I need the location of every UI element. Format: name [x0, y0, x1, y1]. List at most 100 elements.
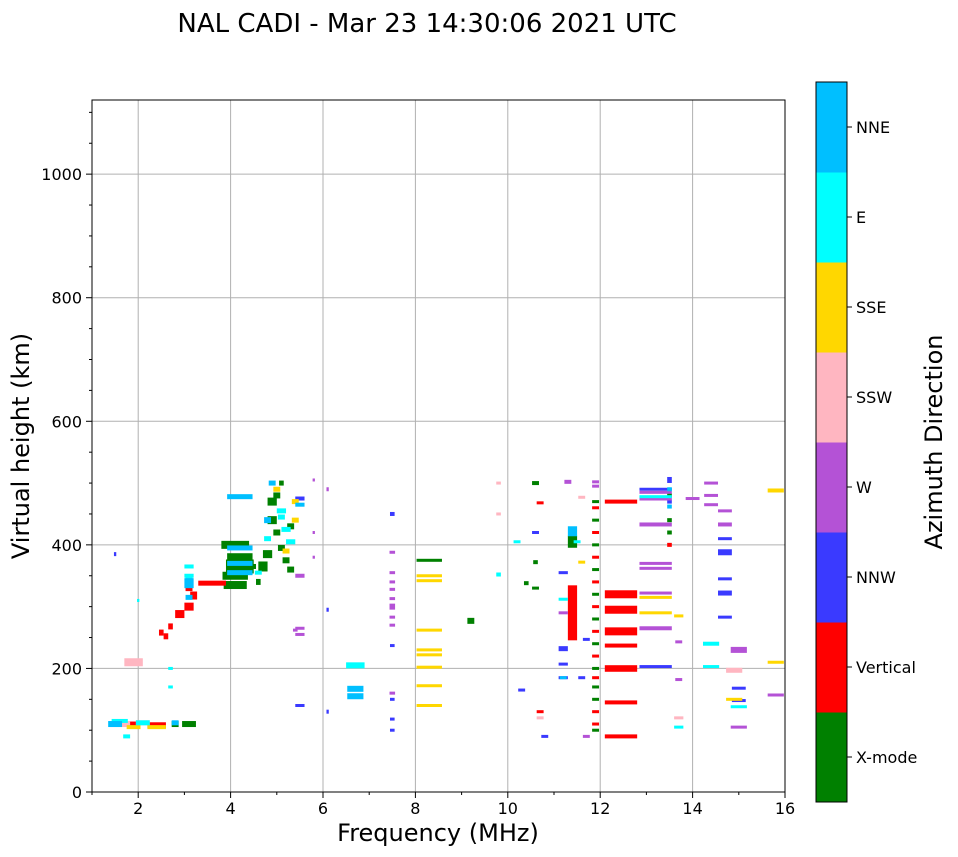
data-point-x-mode — [267, 516, 277, 525]
data-point-x-mode — [223, 581, 247, 590]
data-point-w — [767, 693, 784, 697]
y-tick-label: 0 — [72, 783, 82, 802]
data-point-nne — [268, 480, 276, 486]
data-point-sse — [126, 725, 141, 730]
data-point-w — [389, 691, 396, 695]
data-point-sse — [291, 499, 299, 505]
data-point-sse — [416, 704, 442, 707]
data-point-w — [592, 484, 600, 488]
y-axis-label: Virtual height (km) — [7, 333, 35, 559]
data-point-sse — [674, 614, 684, 618]
data-point-w — [389, 623, 396, 627]
data-point-nne — [667, 504, 672, 509]
data-point-e — [276, 508, 287, 514]
colorbar-tick-label: E — [856, 208, 866, 227]
data-point-w — [312, 555, 315, 559]
data-point-w — [312, 531, 315, 534]
data-point-w — [704, 503, 719, 507]
data-point-x-mode — [523, 581, 529, 586]
data-marks — [108, 476, 784, 739]
data-point-vertical — [592, 654, 600, 658]
data-point-w — [292, 628, 298, 632]
data-point-w — [592, 480, 600, 484]
data-point-w — [639, 561, 672, 565]
data-point-e — [702, 665, 720, 669]
data-point-x-mode — [592, 518, 600, 522]
data-point-e — [730, 705, 747, 709]
data-point-vertical — [592, 580, 600, 584]
data-point-nnw — [113, 552, 117, 557]
data-point-e — [254, 570, 262, 575]
x-tick-label: 14 — [682, 799, 702, 818]
data-point-vertical — [592, 555, 600, 559]
data-point-w — [558, 611, 568, 615]
data-point-x-mode — [256, 578, 261, 585]
colorbar-swatch-e — [816, 172, 847, 263]
data-point-vertical — [604, 665, 638, 670]
data-point-w — [685, 497, 700, 501]
x-tick-label: 12 — [590, 799, 610, 818]
data-point-e — [286, 539, 296, 545]
data-point-ssw — [124, 658, 143, 667]
data-point-vertical — [604, 590, 638, 599]
data-point-sse — [273, 486, 281, 492]
data-point-x-mode — [592, 617, 600, 621]
data-point-ssw — [726, 667, 743, 673]
x-tick-label: 2 — [133, 799, 143, 818]
data-point-vertical — [190, 591, 198, 600]
data-point-sse — [416, 684, 442, 688]
data-point-nne — [108, 721, 123, 728]
data-point-e — [123, 734, 131, 739]
colorbar-swatch-vertical — [816, 622, 847, 713]
data-point-w — [639, 490, 672, 494]
data-point-sse — [416, 628, 442, 632]
data-point-e — [168, 666, 173, 670]
data-point-w — [639, 496, 672, 501]
data-point-nne — [295, 502, 305, 507]
data-point-nnw — [389, 644, 395, 648]
data-point-ssw — [578, 495, 586, 499]
x-tick-label: 16 — [775, 799, 795, 818]
data-point-nnw — [718, 537, 732, 541]
colorbar-tick-label: NNW — [856, 568, 896, 587]
data-point-nne — [667, 487, 672, 492]
data-point-e — [513, 540, 521, 544]
y-tick-label: 800 — [51, 289, 82, 308]
data-point-nne — [227, 545, 253, 551]
colorbar-tick-label: SSE — [856, 298, 886, 317]
data-point-w — [639, 626, 672, 631]
colorbar-swatch-x-mode — [816, 712, 847, 803]
data-point-w — [730, 725, 747, 729]
data-point-w — [326, 487, 329, 492]
data-point-nnw — [326, 709, 329, 714]
y-axis: 0 200 400 600 800 1000 — [41, 111, 92, 802]
x-tick-label: 4 — [226, 799, 236, 818]
data-point-sse — [291, 517, 299, 523]
data-point-nnw — [582, 637, 590, 641]
x-tick-label: 6 — [318, 799, 328, 818]
data-point-vertical — [592, 710, 600, 714]
data-point-sse — [578, 560, 586, 564]
data-point-x-mode — [221, 540, 250, 549]
data-point-w — [389, 603, 396, 610]
colorbar-swatch-sse — [816, 262, 847, 353]
data-point-x-mode — [667, 518, 672, 523]
data-point-x-mode — [592, 543, 600, 547]
data-point-w — [639, 522, 672, 527]
data-point-vertical — [158, 629, 164, 636]
data-point-vertical — [592, 605, 600, 609]
data-point-x-mode — [258, 561, 268, 572]
data-point-nnw — [718, 549, 732, 556]
data-point-sse — [416, 579, 442, 583]
data-point-nnw — [558, 571, 568, 575]
data-point-vertical — [604, 627, 638, 636]
data-point-nnw — [541, 734, 549, 738]
x-axis-label: Frequency (MHz) — [337, 819, 539, 847]
data-point-w — [295, 626, 305, 630]
data-point-x-mode — [592, 500, 600, 504]
data-point-x-mode — [667, 530, 672, 535]
data-point-e — [111, 718, 128, 723]
grid — [92, 100, 785, 792]
data-point-x-mode — [287, 566, 295, 573]
data-point-x-mode — [273, 492, 281, 499]
